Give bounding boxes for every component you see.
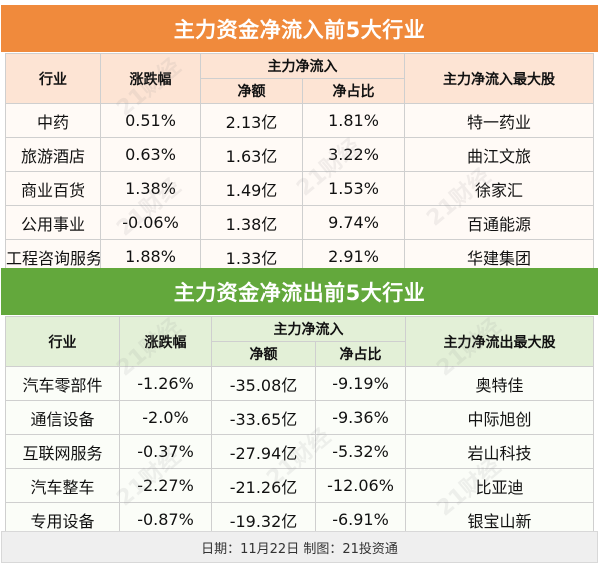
industry-cell: 旅游酒店 [5, 137, 101, 172]
inflow-table: 行业 涨跌幅 主力净流入 主力净流入最大股 净额 净占比 中药 0.51% 2.… [5, 53, 594, 274]
top-stock-cell: 比亚迪 [405, 468, 594, 503]
amount-cell: 2.13亿 [200, 103, 303, 138]
col-header-ratio: 净占比 [315, 341, 406, 367]
ratio-cell: -9.19% [315, 366, 406, 401]
change-cell: -2.27% [119, 468, 212, 503]
col-header-top-stock: 主力净流出最大股 [405, 316, 594, 367]
change-cell: -2.0% [119, 400, 212, 435]
ratio-cell: -12.06% [315, 468, 406, 503]
outflow-subheader-row: 净额 净占比 [6, 341, 594, 367]
inflow-title: 主力资金净流入前5大行业 [1, 5, 598, 52]
industry-cell: 通信设备 [5, 400, 120, 435]
col-header-change: 涨跌幅 [119, 316, 212, 367]
ratio-cell: -5.32% [315, 434, 406, 469]
top-stock-cell: 特一药业 [404, 103, 594, 138]
change-cell: 0.63% [100, 137, 201, 172]
top-stock-cell: 徐家汇 [404, 171, 594, 206]
col-header-change: 涨跌幅 [100, 53, 201, 104]
change-cell: 1.38% [100, 171, 201, 206]
col-header-group: 主力净流入 [211, 316, 406, 342]
outflow-header-row: 行业 涨跌幅 主力净流入 主力净流出最大股 [5, 316, 594, 367]
industry-cell: 汽车零部件 [5, 366, 120, 401]
col-header-top-stock: 主力净流入最大股 [404, 53, 594, 104]
industry-cell: 中药 [5, 103, 101, 138]
amount-cell: -27.94亿 [211, 434, 316, 469]
table-row: 汽车零部件 -1.26% -35.08亿 -9.19% 奥特佳 [5, 366, 594, 401]
table-row: 公用事业 -0.06% 1.38亿 9.74% 百通能源 [5, 205, 594, 240]
amount-cell: 1.38亿 [200, 205, 303, 240]
change-cell: 0.51% [100, 103, 201, 138]
ratio-cell: 9.74% [302, 205, 405, 240]
amount-cell: 1.49亿 [200, 171, 303, 206]
ratio-cell: 1.53% [302, 171, 405, 206]
change-cell: -0.37% [119, 434, 212, 469]
ratio-cell: 1.81% [302, 103, 405, 138]
table-row: 旅游酒店 0.63% 1.63亿 3.22% 曲江文旅 [5, 137, 594, 172]
top-stock-cell: 百通能源 [404, 205, 594, 240]
table-row: 通信设备 -2.0% -33.65亿 -9.36% 中际旭创 [5, 400, 594, 435]
top-stock-cell: 曲江文旅 [404, 137, 594, 172]
change-cell: -0.06% [100, 205, 201, 240]
change-cell: -1.26% [119, 366, 212, 401]
amount-cell: -33.65亿 [211, 400, 316, 435]
table-row: 中药 0.51% 2.13亿 1.81% 特一药业 [5, 103, 594, 138]
ratio-cell: 3.22% [302, 137, 405, 172]
amount-cell: -21.26亿 [211, 468, 316, 503]
col-header-amount: 净额 [200, 78, 303, 104]
industry-cell: 互联网服务 [5, 434, 120, 469]
table-row: 汽车整车 -2.27% -21.26亿 -12.06% 比亚迪 [5, 468, 594, 503]
footer-caption: 日期：11月22日 制图：21投资通 [1, 531, 598, 563]
table-row: 互联网服务 -0.37% -27.94亿 -5.32% 岩山科技 [5, 434, 594, 469]
outflow-table: 行业 涨跌幅 主力净流入 主力净流出最大股 净额 净占比 汽车零部件 -1.26… [5, 316, 594, 537]
col-header-amount: 净额 [211, 341, 316, 367]
ratio-cell: -9.36% [315, 400, 406, 435]
col-header-group: 主力净流入 [200, 53, 405, 79]
top-stock-cell: 奥特佳 [405, 366, 594, 401]
col-header-industry: 行业 [5, 316, 120, 367]
inflow-header-row: 行业 涨跌幅 主力净流入 主力净流入最大股 [5, 53, 594, 104]
industry-cell: 商业百货 [5, 171, 101, 206]
inflow-subheader-row: 净额 净占比 [6, 78, 594, 104]
amount-cell: -35.08亿 [211, 366, 316, 401]
top-stock-cell: 岩山科技 [405, 434, 594, 469]
col-header-industry: 行业 [5, 53, 101, 104]
table-row: 商业百货 1.38% 1.49亿 1.53% 徐家汇 [5, 171, 594, 206]
amount-cell: 1.63亿 [200, 137, 303, 172]
top-stock-cell: 中际旭创 [405, 400, 594, 435]
outflow-title: 主力资金净流出前5大行业 [1, 268, 598, 315]
col-header-ratio: 净占比 [302, 78, 405, 104]
industry-cell: 公用事业 [5, 205, 101, 240]
industry-cell: 汽车整车 [5, 468, 120, 503]
